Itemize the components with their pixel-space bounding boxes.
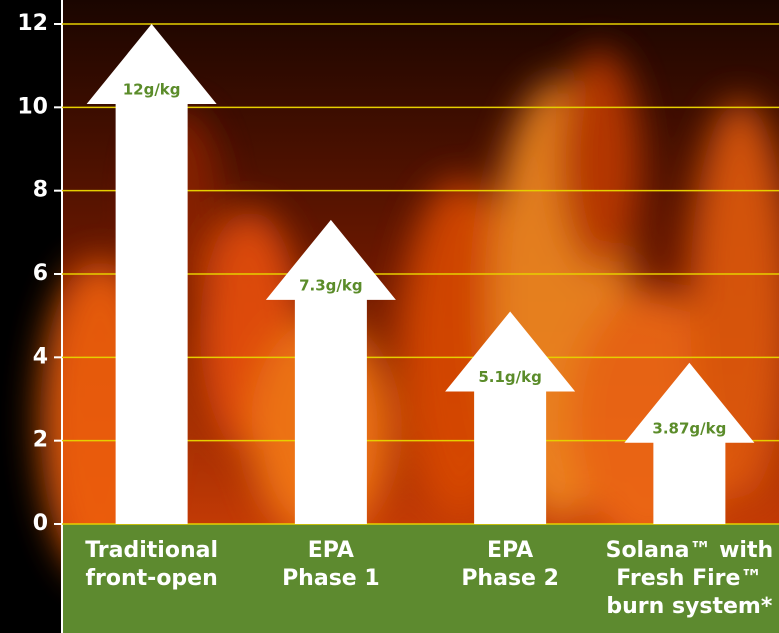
x-tick-label: Phase 1 — [282, 566, 380, 591]
y-tick-label: 0 — [33, 511, 48, 536]
y-tick-label: 4 — [33, 344, 48, 369]
y-tick-label: 8 — [33, 178, 48, 203]
x-tick-label: Fresh Fire™ — [616, 566, 762, 591]
y-tick-label: 6 — [33, 261, 48, 286]
x-tick-label: Solana™ with — [606, 538, 774, 563]
x-tick-label: Traditional — [85, 538, 218, 563]
y-tick-label: 10 — [17, 94, 48, 119]
x-tick-label: EPA — [308, 538, 354, 563]
value-label: 12g/kg — [123, 81, 181, 99]
x-tick-label: front-open — [85, 566, 217, 591]
y-tick-label: 12 — [17, 11, 48, 36]
x-tick-label: Phase 2 — [461, 566, 559, 591]
chart: 0 2 4 6 8 10 12 12g/kg Traditional front-open 7.3g… — [0, 0, 779, 633]
value-label: 3.87g/kg — [652, 419, 726, 437]
value-label: 5.1g/kg — [478, 368, 542, 386]
value-label: 7.3g/kg — [299, 276, 363, 294]
x-tick-label: burn system* — [606, 594, 772, 619]
y-tick-label: 2 — [33, 428, 48, 453]
x-tick-label: EPA — [487, 538, 533, 563]
